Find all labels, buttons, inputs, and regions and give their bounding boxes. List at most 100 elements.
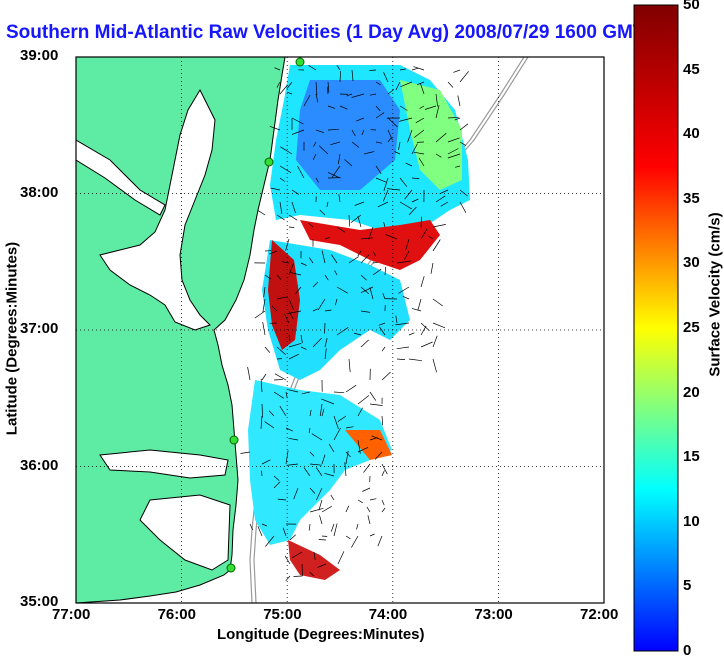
velocity-arrow xyxy=(369,403,383,406)
velocity-arrow xyxy=(315,93,319,103)
velocity-arrow xyxy=(420,276,425,288)
velocity-arrow xyxy=(356,117,365,122)
velocity-arrow xyxy=(274,373,287,381)
albemarle-sound xyxy=(99,449,229,479)
velocity-arrow xyxy=(413,151,425,155)
velocity-arrow xyxy=(327,81,330,93)
velocity-arrow xyxy=(345,505,350,513)
velocity-arrow xyxy=(375,112,385,119)
velocity-arrow xyxy=(420,325,427,336)
velocity-arrow xyxy=(357,447,369,453)
velocity-arrow xyxy=(286,81,293,89)
velocity-arrow xyxy=(284,313,290,324)
velocity-arrow xyxy=(279,201,283,214)
velocity-arrow xyxy=(454,117,461,121)
velocity-arrow xyxy=(411,143,418,155)
velocity-arrow xyxy=(439,189,449,195)
velocity-arrow xyxy=(268,410,275,417)
velocity-arrow xyxy=(447,81,454,88)
velocity-arrow xyxy=(395,322,410,326)
velocity-arrow xyxy=(348,256,359,264)
velocity-arrow xyxy=(387,137,392,143)
velocity-arrow xyxy=(324,237,330,240)
velocity-arrow xyxy=(295,286,302,295)
velocity-arrow xyxy=(279,84,288,95)
velocity-arrow xyxy=(418,157,425,167)
velocity-arrow xyxy=(261,470,263,477)
velocity-arrow xyxy=(363,463,371,473)
velocity-arrow xyxy=(353,332,362,336)
velocity-arrow xyxy=(432,335,438,348)
velocity-arrow xyxy=(316,467,323,477)
velocity-arrow xyxy=(321,505,332,513)
velocity-arrow xyxy=(399,105,408,111)
velocity-arrow xyxy=(381,507,386,513)
velocity-arrow xyxy=(447,148,459,155)
velocity-arrow xyxy=(308,427,311,434)
velocity-arrow xyxy=(385,234,398,240)
velocity-arrow xyxy=(263,286,266,298)
velocity-arrow xyxy=(344,462,347,477)
velocity-arrow xyxy=(331,165,341,178)
pamlico-sound xyxy=(139,494,231,571)
velocity-arrow xyxy=(387,129,393,141)
colorbar xyxy=(633,4,679,652)
velocity-arrow xyxy=(324,472,335,477)
velocity-arrow xyxy=(309,451,315,457)
velocity-arrow xyxy=(360,286,374,294)
x-tick-label: 73:00 xyxy=(474,606,513,623)
velocity-arrow xyxy=(331,254,338,264)
velocity-arrow xyxy=(334,298,338,306)
velocity-arrow xyxy=(408,206,417,216)
velocity-arrow xyxy=(379,326,386,336)
velocity-arrow xyxy=(324,274,329,281)
velocity-arrow xyxy=(447,137,460,143)
colorbar-tick-label: 0 xyxy=(683,642,692,659)
velocity-arrow xyxy=(333,427,341,441)
velocity-arrow xyxy=(274,67,281,71)
velocity-arrow xyxy=(284,555,291,565)
colorbar-tick-label: 15 xyxy=(683,448,700,466)
velocity-arrow xyxy=(459,201,467,213)
velocity-arrow xyxy=(324,348,327,360)
velocity-arrow xyxy=(273,475,280,481)
graticule xyxy=(76,57,604,603)
velocity-arrow xyxy=(447,116,459,119)
velocity-arrow xyxy=(300,334,303,344)
colorbar-tick-label: 50 xyxy=(683,0,700,13)
velocity-arrow xyxy=(261,373,267,381)
velocity-arrow xyxy=(382,293,386,300)
velocity-arrow xyxy=(357,216,362,228)
velocity-arrow xyxy=(447,153,461,159)
velocity-arrow xyxy=(345,535,351,540)
velocity-arrow xyxy=(336,65,341,71)
velocity-arrow xyxy=(435,93,438,107)
velocity-arrow xyxy=(360,237,373,240)
velocity-arrow xyxy=(362,487,371,492)
y-tick-label: 38:00 xyxy=(20,183,59,201)
velocity-arrow xyxy=(398,141,401,151)
velocity-arrow xyxy=(360,274,367,281)
velocity-arrow xyxy=(405,162,413,167)
velocity-arrow xyxy=(288,389,299,393)
velocity-arrow xyxy=(288,298,295,310)
velocity-arrow xyxy=(293,575,303,577)
velocity-arrow xyxy=(361,129,365,135)
velocity-arrow xyxy=(371,435,383,441)
velocity-arrow xyxy=(369,533,375,537)
velocity-arrow xyxy=(404,250,410,260)
velocity-arrow xyxy=(337,415,347,422)
velocity-arrow xyxy=(315,177,319,183)
velocity-arrow xyxy=(308,65,317,71)
velocity-arrow xyxy=(432,358,437,373)
velocity-arrow xyxy=(282,527,287,537)
velocity-arrow xyxy=(387,188,401,191)
velocity-arrow xyxy=(395,315,398,324)
velocity-arrow xyxy=(404,189,413,200)
velocity-arrow xyxy=(345,450,349,465)
velocity-arrow xyxy=(351,93,365,98)
velocity-arrow xyxy=(330,494,335,501)
x-tick-label: 72:00 xyxy=(580,606,619,623)
station-marker xyxy=(226,563,236,573)
velocity-arrow xyxy=(381,463,388,475)
